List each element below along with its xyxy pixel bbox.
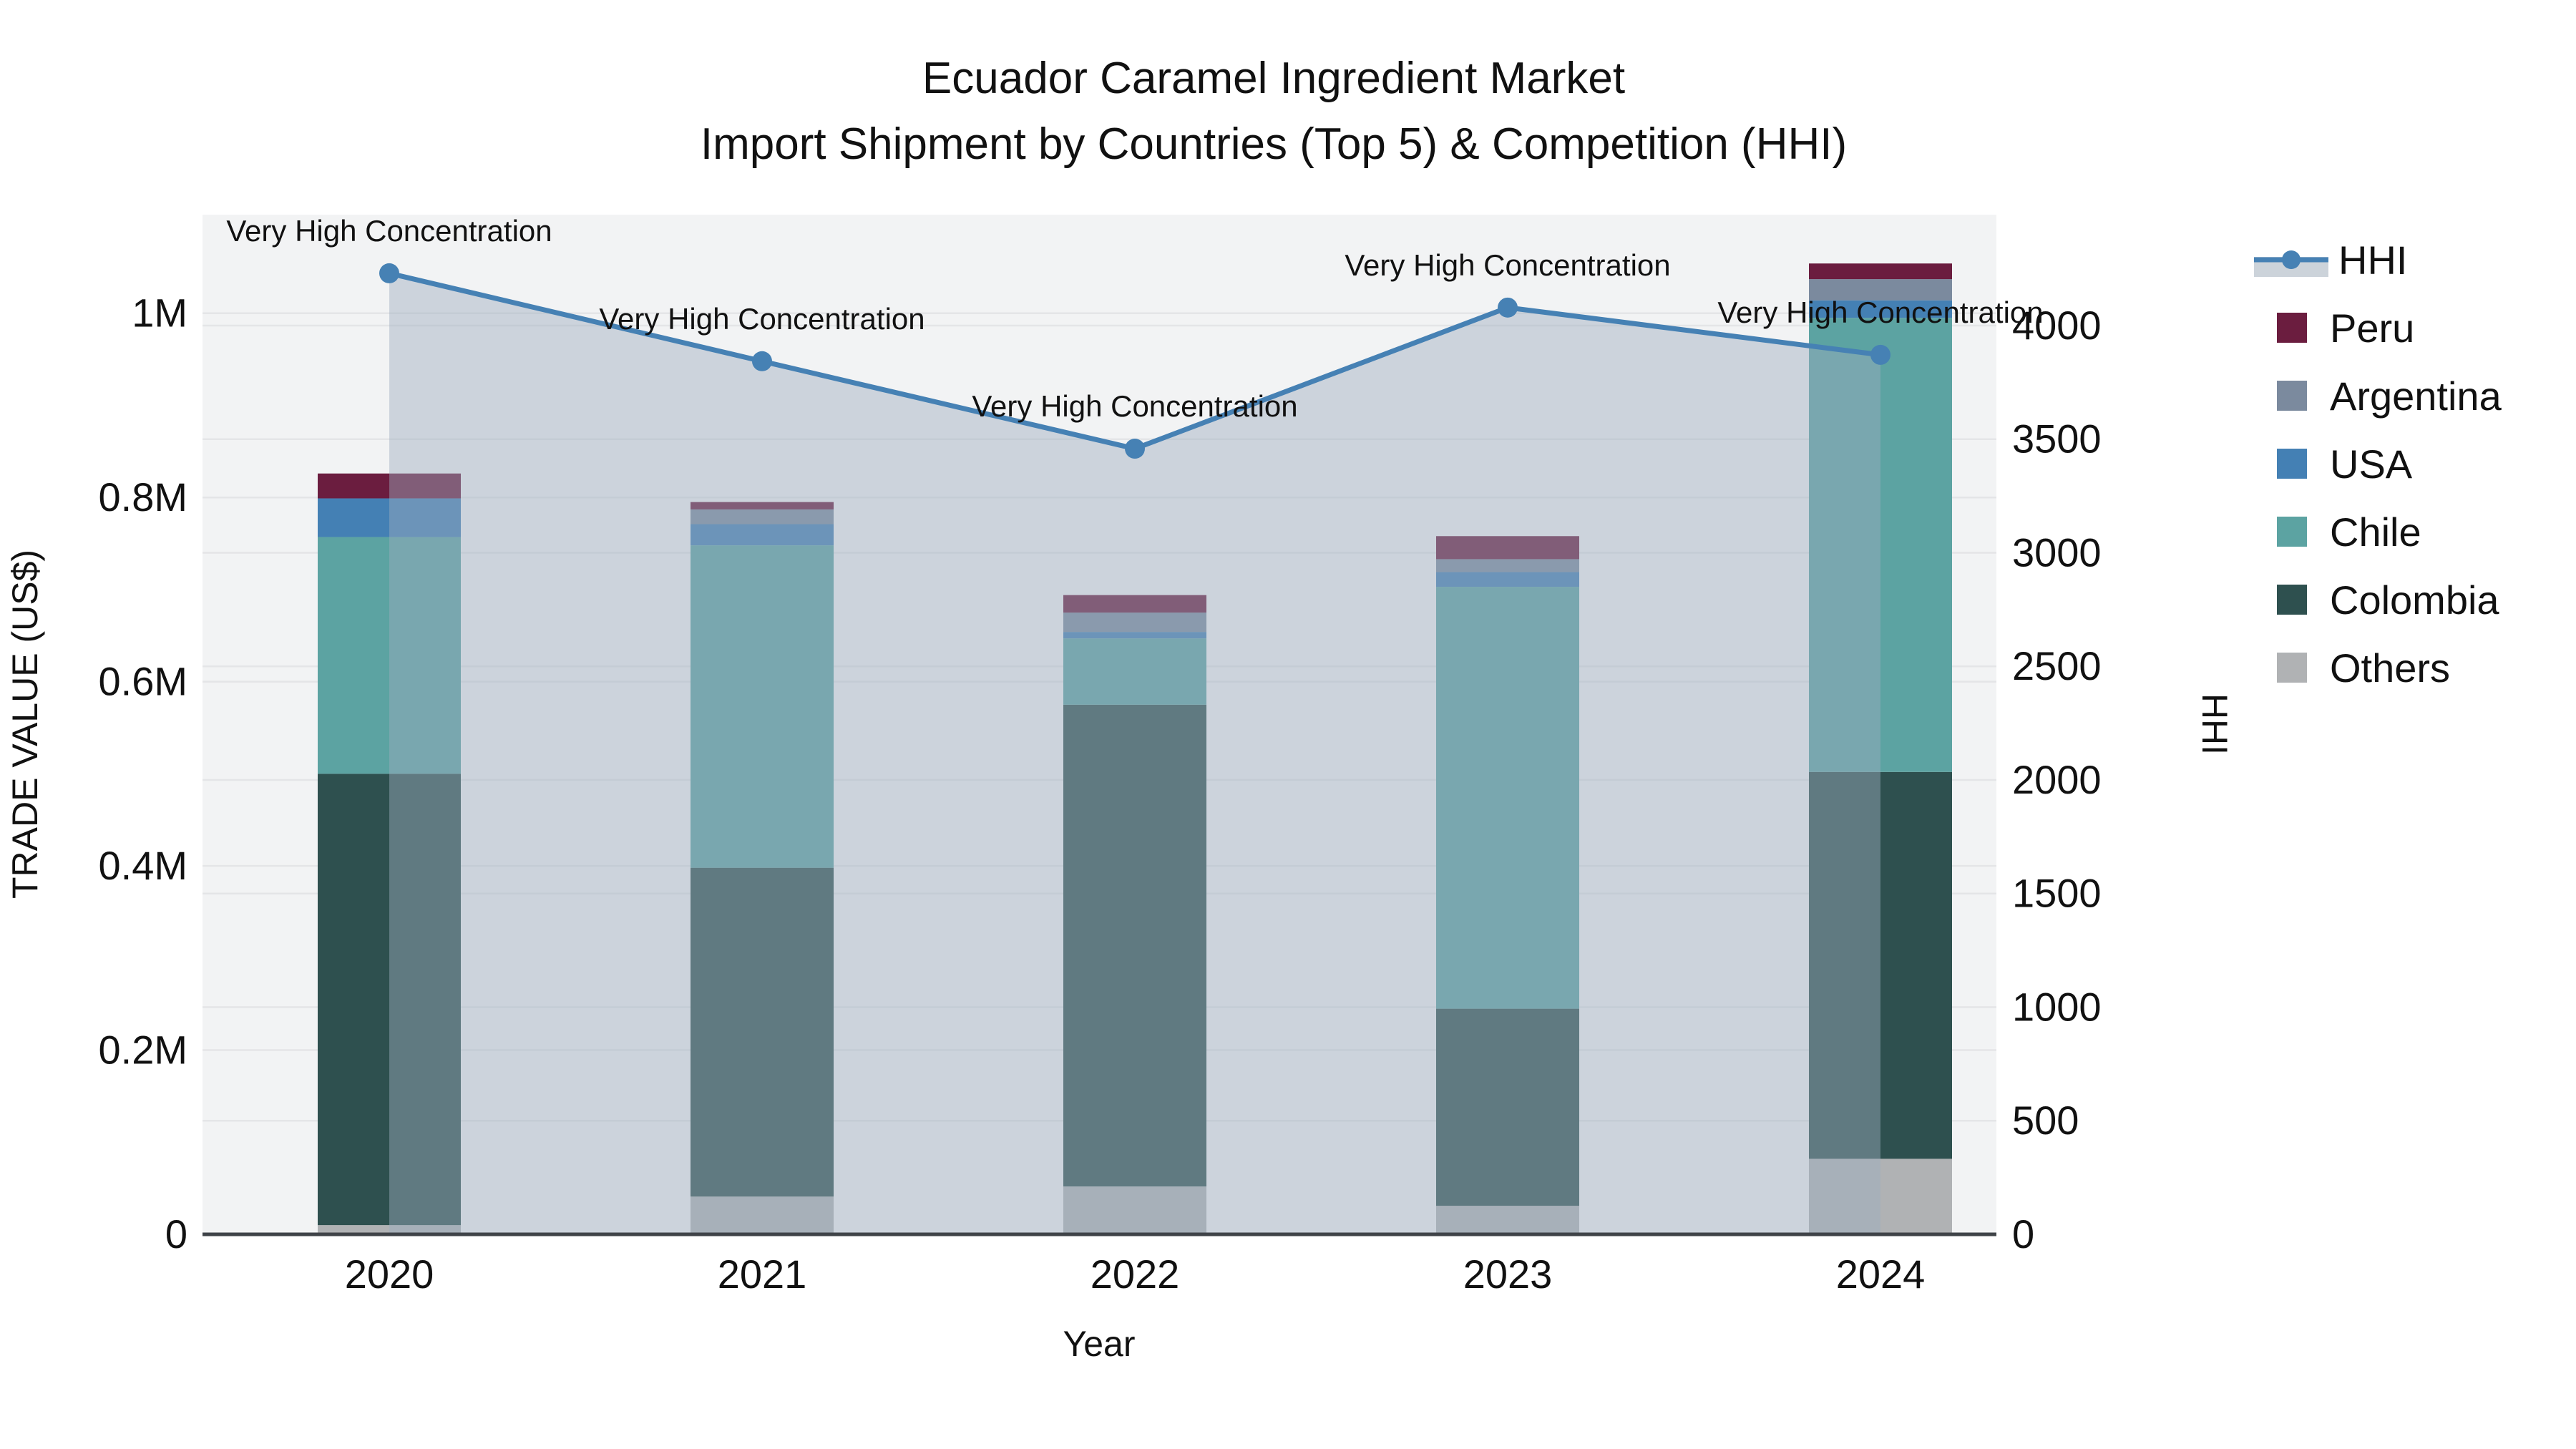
legend-label-peru: Peru [2330, 306, 2414, 351]
bar-segment-2024-peru[interactable] [1809, 263, 1952, 280]
legend-swatch-others [2277, 653, 2307, 683]
bar-segment-2020-colombia[interactable] [318, 774, 461, 1226]
bar-segment-2022-chile[interactable] [1063, 638, 1206, 705]
chart-title-line1: Ecuador Caramel Ingredient Market [922, 54, 1625, 103]
bar-segment-2022-peru[interactable] [1063, 595, 1206, 613]
legend-label-argentina: Argentina [2330, 374, 2502, 419]
bar-segment-2020-peru[interactable] [318, 473, 461, 499]
bar-segment-2023-usa[interactable] [1436, 572, 1579, 587]
chart-title-line2: Import Shipment by Countries (Top 5) & C… [701, 119, 1847, 169]
bar-segment-2024-colombia[interactable] [1809, 771, 1952, 1159]
y-left-tick-0.6M: 0.6M [99, 659, 188, 704]
hhi-marker-2023[interactable] [1498, 297, 1518, 318]
legend-item-others[interactable]: Others [2277, 645, 2450, 691]
bar-segment-2023-others[interactable] [1436, 1206, 1579, 1234]
bar-segment-2024-chile[interactable] [1809, 318, 1952, 772]
legend-swatch-chile [2277, 517, 2307, 547]
x-axis-title: Year [1063, 1324, 1135, 1364]
annotation-2024: Very High Concentration [1717, 296, 2043, 329]
legend-item-colombia[interactable]: Colombia [2277, 577, 2499, 623]
annotation-2020: Very High Concentration [226, 214, 552, 248]
y-right-tick-1500: 1500 [2012, 871, 2102, 916]
legend-item-argentina[interactable]: Argentina [2277, 374, 2502, 419]
x-tick-2022: 2022 [1091, 1252, 1180, 1297]
hhi-marker-2024[interactable] [1870, 344, 1890, 365]
x-tick-2021: 2021 [718, 1252, 807, 1297]
legend-label-usa: USA [2330, 441, 2413, 487]
bar-segment-2022-usa[interactable] [1063, 632, 1206, 639]
legend-swatch-peru [2277, 313, 2307, 343]
bar-segment-2020-chile[interactable] [318, 537, 461, 774]
y-right-tick-2500: 2500 [2012, 643, 2102, 688]
x-tick-2023: 2023 [1463, 1252, 1553, 1297]
y-right-tick-2000: 2000 [2012, 757, 2102, 802]
legend-label-chile: Chile [2330, 509, 2421, 555]
hhi-legend-marker-icon [2282, 250, 2301, 269]
bar-segment-2024-usa[interactable] [1809, 300, 1952, 318]
y-left-tick-0.4M: 0.4M [99, 843, 188, 888]
y-right-tick-4000: 4000 [2012, 303, 2102, 348]
bar-segment-2020-others[interactable] [318, 1225, 461, 1234]
y-right-tick-500: 500 [2012, 1098, 2079, 1143]
bar-segment-2021-chile[interactable] [691, 545, 834, 868]
legend-item-chile[interactable]: Chile [2277, 509, 2421, 555]
bar-segment-2023-chile[interactable] [1436, 587, 1579, 1009]
bar-segment-2024-others[interactable] [1809, 1158, 1952, 1234]
bar-segment-2023-argentina[interactable] [1436, 559, 1579, 572]
y-right-tick-3000: 3000 [2012, 530, 2102, 575]
bar-segment-2022-argentina[interactable] [1063, 613, 1206, 633]
annotation-2021: Very High Concentration [599, 302, 924, 336]
hhi-marker-2020[interactable] [379, 263, 399, 283]
y-right-tick-0: 0 [2012, 1211, 2034, 1257]
y-right-tick-1000: 1000 [2012, 984, 2102, 1029]
y-left-tick-0.2M: 0.2M [99, 1028, 188, 1073]
bar-segment-2024-argentina[interactable] [1809, 279, 1952, 301]
y-axis-title-left: TRADE VALUE (US$) [5, 550, 45, 899]
bar-segment-2020-usa[interactable] [318, 498, 461, 537]
y-right-tick-3500: 3500 [2012, 416, 2102, 462]
hhi-marker-2021[interactable] [752, 351, 772, 371]
bar-segment-2023-colombia[interactable] [1436, 1008, 1579, 1206]
legend-swatch-argentina [2277, 381, 2307, 411]
hhi-area-fill [389, 273, 1880, 1234]
bar-segment-2021-peru[interactable] [691, 502, 834, 509]
legend-item-usa[interactable]: USA [2277, 441, 2413, 487]
bar-segment-2021-argentina[interactable] [691, 509, 834, 525]
legend-label-hhi: HHI [2338, 238, 2407, 283]
y-left-tick-1M: 1M [132, 291, 187, 336]
x-tick-2020: 2020 [345, 1252, 434, 1297]
y-axis-title-right: HHI [2195, 693, 2235, 755]
bar-segment-2021-colombia[interactable] [691, 867, 834, 1197]
y-left-tick-0: 0 [165, 1211, 187, 1257]
legend-label-colombia: Colombia [2330, 577, 2499, 623]
y-left-tick-0.8M: 0.8M [99, 474, 188, 519]
bar-segment-2021-usa[interactable] [691, 524, 834, 546]
legend-label-others: Others [2330, 645, 2450, 691]
bar-segment-2022-others[interactable] [1063, 1186, 1206, 1234]
bar-segment-2023-peru[interactable] [1436, 536, 1579, 560]
legend-swatch-colombia [2277, 585, 2307, 615]
legend-item-peru[interactable]: Peru [2277, 306, 2414, 351]
hhi-marker-2022[interactable] [1125, 439, 1145, 459]
x-tick-2024: 2024 [1836, 1252, 1926, 1297]
bar-segment-2022-colombia[interactable] [1063, 704, 1206, 1187]
legend-item-hhi[interactable]: HHI [2254, 238, 2407, 283]
bar-segment-2021-others[interactable] [691, 1196, 834, 1234]
legend-swatch-usa [2277, 449, 2307, 479]
annotation-2022: Very High Concentration [972, 389, 1297, 423]
annotation-2023: Very High Concentration [1345, 248, 1670, 282]
